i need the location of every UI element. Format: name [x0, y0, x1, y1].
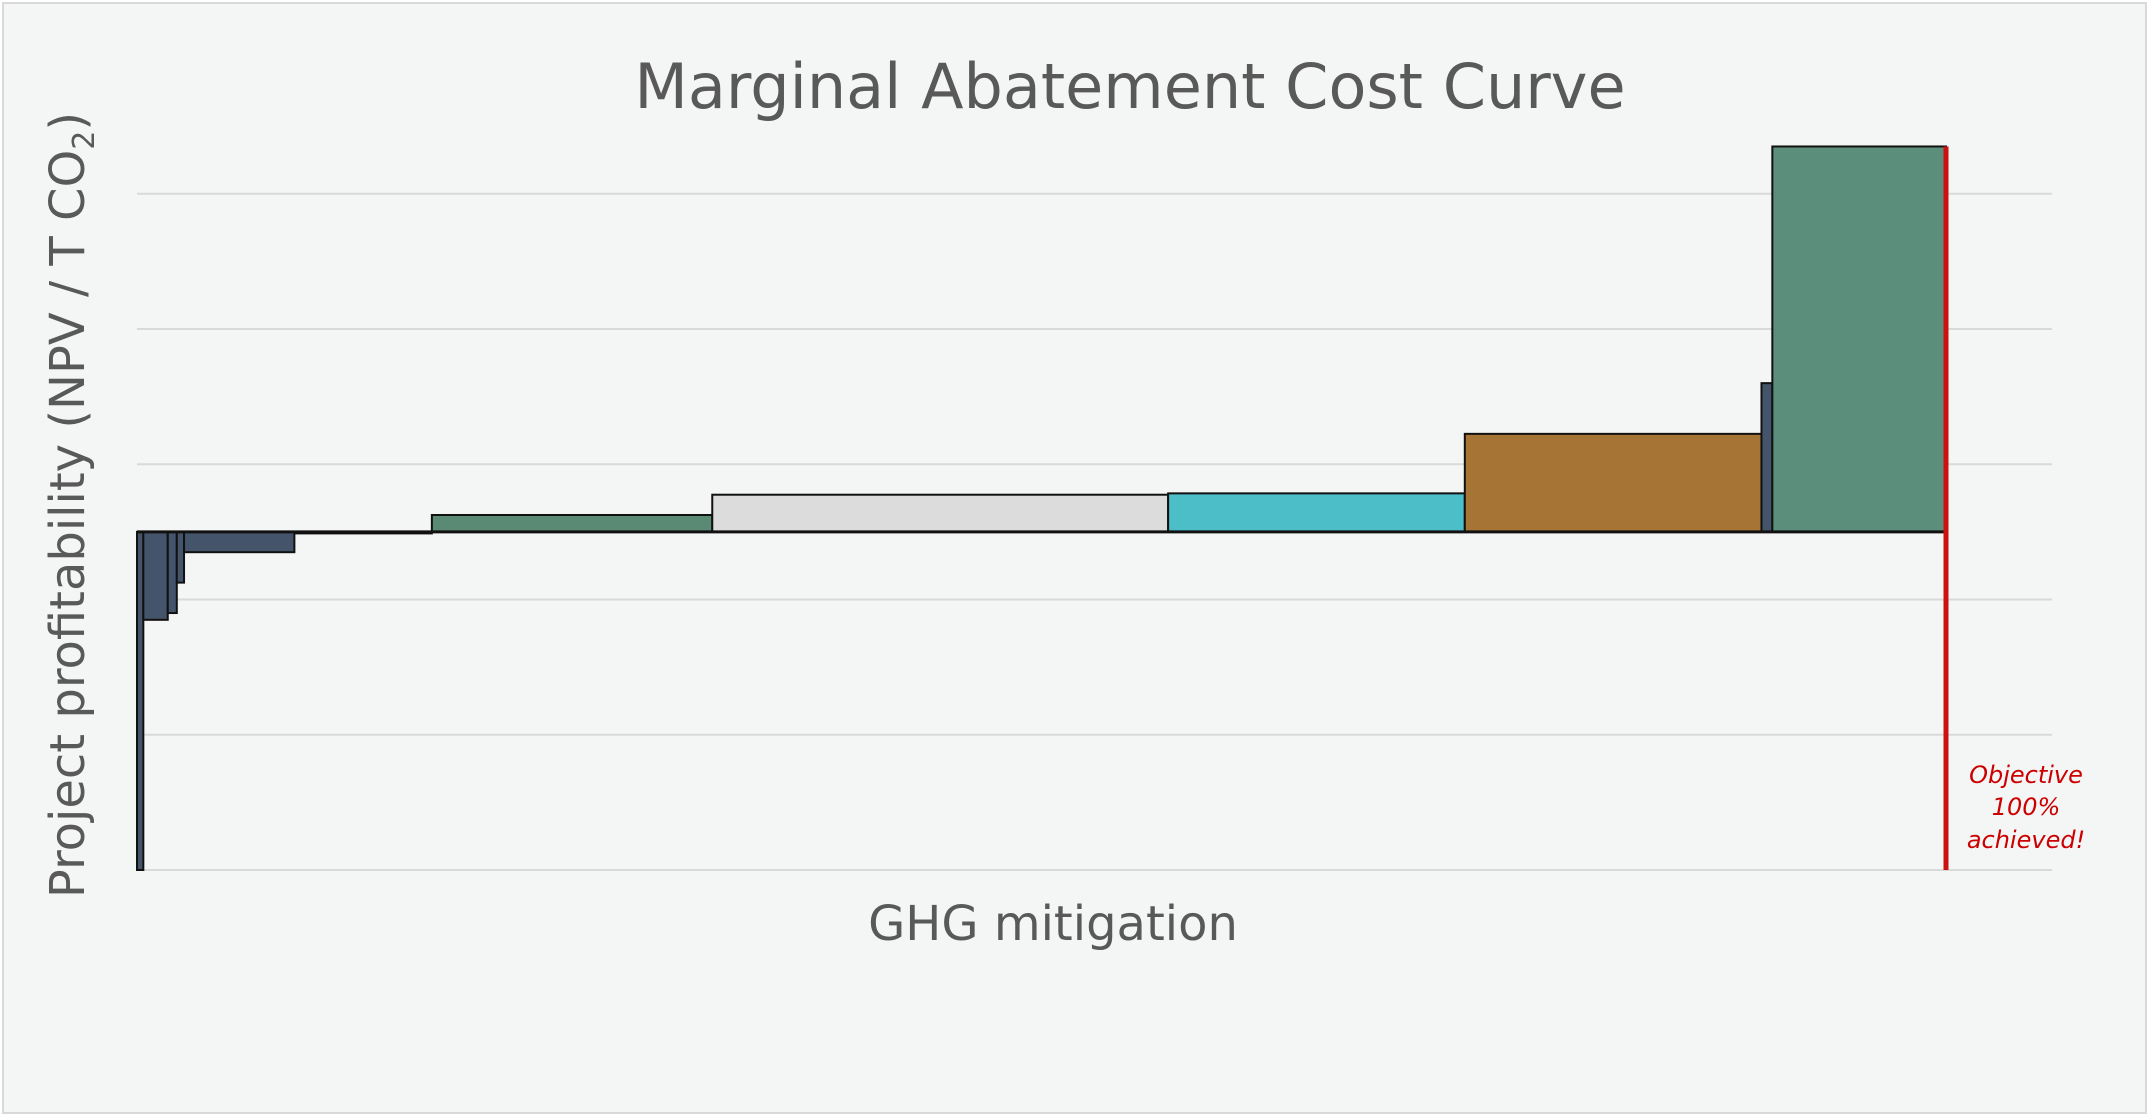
- objective-label-line-1: Objective: [1969, 761, 2083, 789]
- bar-2: [166, 530, 178, 615]
- bar-1: [142, 530, 169, 621]
- y-axis-title-subscript: 2: [67, 131, 102, 150]
- bars: [136, 145, 1948, 872]
- y-axis-title: Project profitability (NPV / T CO2): [40, 112, 102, 898]
- y-axis-title-suffix: ): [40, 112, 96, 131]
- objective-label-line-2: 100%: [1992, 793, 2061, 821]
- y-axis-title-main: Project profitability (NPV / T CO: [40, 150, 96, 898]
- chart-title: Marginal Abatement Cost Curve: [634, 50, 1625, 123]
- objective-label-line-3: achieved!: [1967, 826, 2085, 854]
- bar-10: [1760, 382, 1774, 533]
- bar-4: [183, 530, 296, 554]
- x-axis-title: GHG mitigation: [868, 896, 1238, 952]
- gridlines: [137, 192, 2052, 871]
- bar-7: [711, 493, 1170, 533]
- bar-8: [1167, 492, 1466, 533]
- bar-11: [1771, 145, 1948, 533]
- bar-6: [430, 514, 714, 533]
- objective-marker: Objective 100% achieved!: [1943, 146, 2085, 870]
- bar-3: [175, 530, 186, 584]
- bar-9: [1463, 432, 1763, 533]
